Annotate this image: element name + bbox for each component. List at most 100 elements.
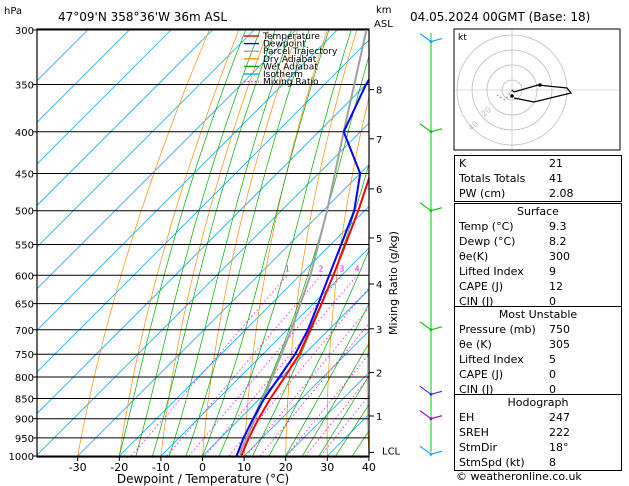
wind-barb-dot: [429, 209, 433, 213]
wind-barb-dot: [429, 40, 433, 44]
km-tick-label: 6: [376, 185, 382, 196]
pressure-tick-label: 450: [15, 170, 34, 181]
dry-adiabat-line: [118, 29, 240, 457]
isotherm-line: [37, 122, 369, 456]
mixing-ratio-label: 4: [355, 264, 360, 273]
table-row: CIN (J) 0: [455, 294, 621, 309]
table-row: EH 247: [455, 410, 621, 425]
table-row: Temp (°C) 9.3: [455, 219, 621, 234]
wet-adiabat-line: [285, 302, 369, 457]
table-row: θe(K) 300: [455, 249, 621, 264]
parcel-trajectory-line: [239, 29, 368, 457]
table-row: K 21: [455, 156, 621, 171]
table-row: PW (cm) 2.08: [455, 186, 621, 201]
row-value: 9.3: [549, 220, 567, 233]
wind-barb: [430, 415, 443, 420]
km-tick-label: 7: [376, 135, 382, 146]
mixing-ratio-label: 2: [319, 264, 324, 273]
km-tick-label: 3: [376, 325, 382, 336]
table-row: Lifted Index 5: [455, 352, 621, 367]
isotherm-line: [285, 372, 369, 457]
wet-adiabat-line: [118, 29, 247, 457]
pressure-tick-label: 900: [15, 415, 34, 426]
row-label: Temp (°C): [459, 220, 514, 233]
wet-adiabat-line: [302, 342, 369, 457]
isotherm-line: [37, 29, 172, 165]
table-row: CIN (J) 0: [455, 382, 621, 397]
row-value: 41: [549, 172, 563, 185]
mixing-ratio-label: 15: [429, 264, 439, 273]
mixing-ratio-label: 10: [404, 264, 414, 273]
row-label: K: [459, 157, 467, 170]
mixing-ratio-label: 3: [340, 264, 345, 273]
temperature-tick-label: -10: [152, 461, 170, 474]
km-tick-label: 5: [376, 234, 382, 245]
legend-label: Parcel Trajectory: [263, 47, 338, 57]
wet-adiabat-line: [318, 375, 369, 457]
isotherm-line: [37, 29, 88, 82]
isotherm-line: [37, 29, 255, 248]
wind-barb: [419, 321, 432, 331]
pressure-tick-label: 500: [15, 207, 34, 218]
wind-barb-dot: [429, 417, 433, 421]
legend-label: Mixing Ratio: [263, 78, 319, 88]
pressure-tick-label: 650: [15, 300, 34, 311]
table-row: StmDir 18°: [455, 440, 621, 455]
pressure-tick-label: 750: [15, 350, 34, 361]
x-axis-title: Dewpoint / Temperature (°C): [117, 472, 289, 486]
row-value: 8: [549, 456, 556, 469]
isotherm-line: [37, 29, 296, 290]
hodograph-table-panel: Hodograph EH 247 SREH 222 StmDir 18° StmSpd (k…: [454, 394, 622, 471]
temperature-tick-label: -20: [110, 461, 128, 474]
credit: © weatheronline.co.uk: [456, 470, 582, 483]
mixing-ratio-axis-title: Mixing Ratio (g/kg): [387, 231, 400, 335]
wind-barb: [430, 207, 443, 212]
hodograph-point: [538, 83, 542, 87]
km-tick-label: 1: [376, 412, 382, 423]
row-label: StmSpd (kt): [459, 456, 525, 469]
wind-barb: [419, 33, 432, 43]
surface-panel: Surface Temp (°C) 9.3 Dewp (°C) 8.2 θe(K) 300…: [454, 203, 622, 310]
row-label: CAPE (J): [459, 280, 504, 293]
pressure-tick-label: 600: [15, 271, 34, 282]
isotherm-line: [37, 80, 369, 415]
pressure-tick-label: 950: [15, 434, 34, 445]
pressure-tick-label: 550: [15, 241, 34, 252]
wind-barb: [430, 128, 443, 133]
row-value: 18°: [549, 441, 569, 454]
wet-adiabat-line: [135, 29, 261, 457]
table-row: Pressure (mb) 750: [455, 322, 621, 337]
pressure-tick-label: 300: [15, 26, 34, 37]
lcl-label: LCL: [382, 446, 401, 457]
wind-barb-dot: [429, 130, 433, 134]
mixing-ratio-line: [166, 275, 322, 457]
row-value: 9: [549, 265, 556, 278]
wind-barb-dot: [429, 392, 433, 396]
temperature-tick-label: 10: [237, 461, 251, 474]
row-value: 8.2: [549, 235, 567, 248]
table-row: CAPE (J) 12: [455, 279, 621, 294]
table-row: Dewp (°C) 8.2: [455, 234, 621, 249]
datetime-title: 04.05.2024 00GMT (Base: 18): [410, 10, 590, 24]
legend-label: Wet Adiabat: [263, 62, 318, 72]
hodograph-table-title: Hodograph: [507, 396, 569, 409]
hodograph-point: [510, 94, 514, 98]
km-tick-label: 2: [376, 369, 382, 380]
indices-panel: K 21 Totals Totals 41 PW (cm) 2.08: [454, 155, 622, 202]
row-label: θe (K): [459, 338, 492, 351]
row-value: 21: [549, 157, 563, 170]
table-row: SREH 222: [455, 425, 621, 440]
pressure-tick-label: 350: [15, 81, 34, 92]
wind-barb: [430, 450, 443, 455]
temperature-line: [240, 175, 369, 457]
row-label: CIN (J): [459, 295, 494, 308]
legend-label: Dry Adiabat: [263, 55, 317, 65]
isotherm-line: [160, 247, 369, 457]
row-value: 750: [549, 323, 570, 336]
temperature-tick-label: -30: [69, 461, 87, 474]
asl-label: ASL: [374, 19, 393, 30]
wind-barb-dot: [429, 452, 433, 456]
table-row: CAPE (J) 0: [455, 367, 621, 382]
